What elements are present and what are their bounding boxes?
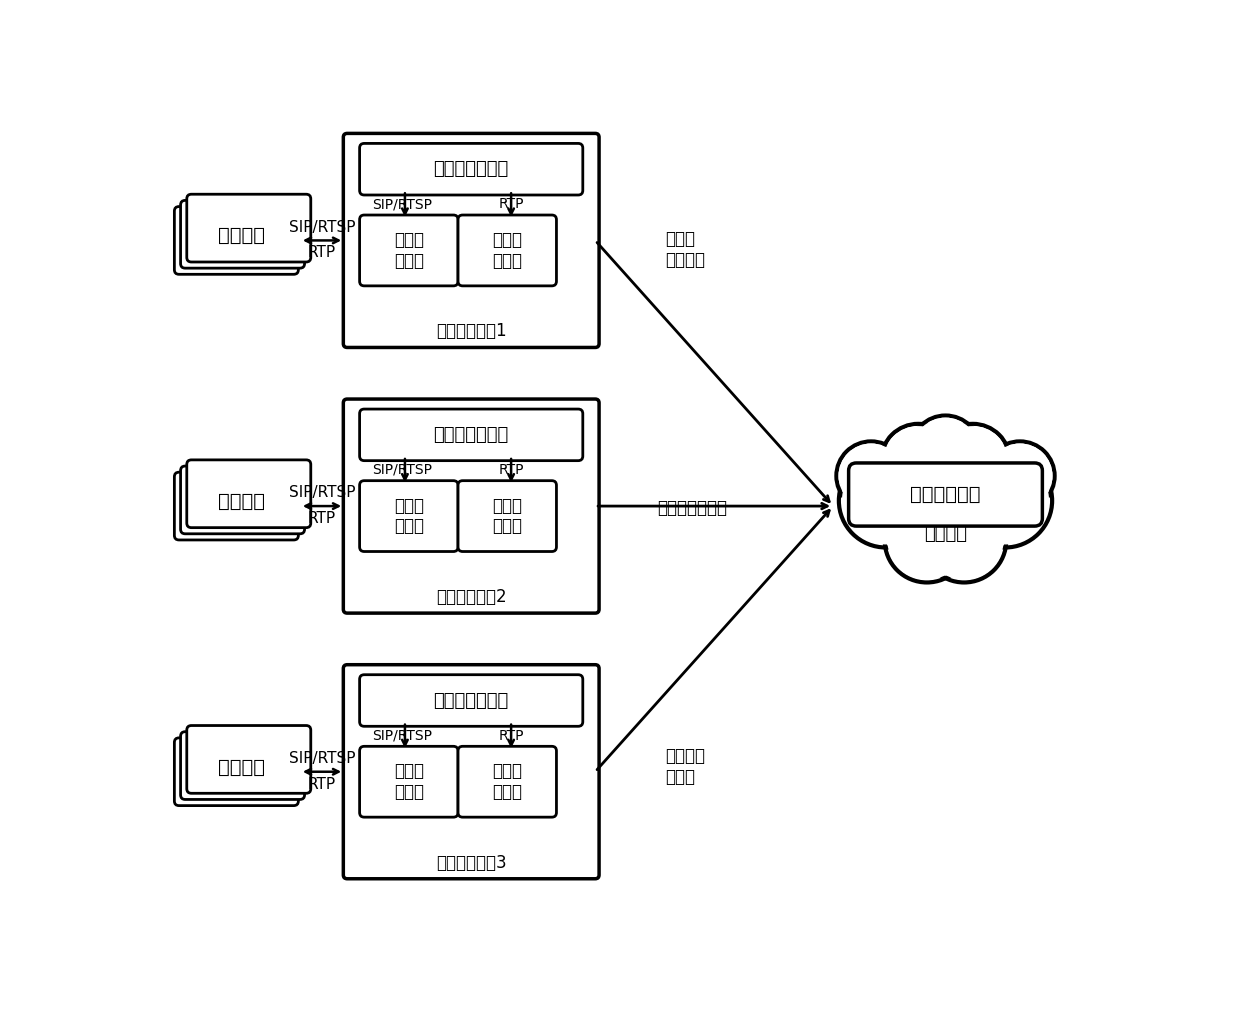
FancyBboxPatch shape: [175, 472, 299, 540]
Text: SIP/RTSP: SIP/RTSP: [372, 197, 433, 211]
FancyBboxPatch shape: [343, 399, 599, 613]
Circle shape: [914, 419, 977, 481]
Text: SIP/RTSP: SIP/RTSP: [372, 463, 433, 477]
Text: 终端设备: 终端设备: [218, 492, 265, 511]
Text: 用户面功能实体: 用户面功能实体: [434, 691, 508, 709]
FancyBboxPatch shape: [360, 675, 583, 726]
Text: 信令处
理模块: 信令处 理模块: [394, 496, 424, 536]
Text: SIP/RTSP: SIP/RTSP: [289, 751, 356, 766]
FancyBboxPatch shape: [175, 207, 299, 274]
Text: SIP/RTSP: SIP/RTSP: [289, 220, 356, 235]
FancyBboxPatch shape: [360, 480, 458, 552]
Circle shape: [935, 424, 1011, 497]
Circle shape: [880, 442, 1009, 570]
Text: 用户面功能实体: 用户面功能实体: [434, 426, 508, 444]
Text: 终端设备: 终端设备: [218, 226, 265, 245]
FancyBboxPatch shape: [343, 665, 599, 879]
Text: RTP: RTP: [308, 777, 336, 791]
Text: 信令处
理模块: 信令处 理模块: [394, 763, 424, 801]
Text: RTP: RTP: [498, 197, 523, 211]
Text: SIP/RTSP: SIP/RTSP: [372, 728, 433, 743]
Circle shape: [887, 447, 1004, 565]
Circle shape: [988, 444, 1052, 508]
Text: 信令处
理模块: 信令处 理模块: [394, 231, 424, 269]
Text: 用户面功能实体: 用户面功能实体: [434, 160, 508, 179]
Circle shape: [884, 498, 970, 582]
Text: 远端节点: 远端节点: [924, 525, 967, 543]
FancyBboxPatch shape: [360, 143, 583, 195]
Text: 边缘计算节点2: 边缘计算节点2: [436, 588, 506, 606]
Text: 媒体处
理模块: 媒体处 理模块: [492, 763, 522, 801]
Circle shape: [910, 416, 981, 484]
Circle shape: [836, 441, 905, 511]
FancyBboxPatch shape: [187, 194, 311, 262]
Circle shape: [939, 427, 1007, 494]
FancyBboxPatch shape: [175, 738, 299, 805]
Text: 结构化视频数据: 结构化视频数据: [657, 498, 728, 517]
Circle shape: [839, 444, 903, 508]
Text: 边缘计算节点3: 边缘计算节点3: [436, 854, 506, 872]
FancyBboxPatch shape: [181, 201, 305, 268]
Text: RTP: RTP: [498, 463, 523, 477]
Text: 边缘计算节点1: 边缘计算节点1: [436, 322, 506, 340]
FancyBboxPatch shape: [187, 725, 311, 793]
Text: SIP/RTSP: SIP/RTSP: [289, 485, 356, 500]
FancyBboxPatch shape: [458, 215, 557, 286]
Circle shape: [884, 427, 952, 494]
Circle shape: [888, 502, 966, 579]
Circle shape: [923, 498, 1007, 582]
Circle shape: [880, 424, 956, 497]
FancyBboxPatch shape: [458, 747, 557, 817]
Circle shape: [957, 454, 1052, 548]
Circle shape: [985, 441, 1054, 511]
Circle shape: [838, 454, 934, 548]
FancyBboxPatch shape: [360, 747, 458, 817]
FancyBboxPatch shape: [360, 409, 583, 461]
Text: RTP: RTP: [498, 728, 523, 743]
FancyBboxPatch shape: [848, 463, 1043, 526]
Circle shape: [925, 502, 1003, 579]
FancyBboxPatch shape: [187, 460, 311, 528]
Text: 终端设备: 终端设备: [218, 758, 265, 777]
Text: RTP: RTP: [308, 511, 336, 526]
Text: 媒体处
理模块: 媒体处 理模块: [492, 496, 522, 536]
Text: 媒体处
理模块: 媒体处 理模块: [492, 231, 522, 269]
Text: 结构化
视频数据: 结构化 视频数据: [665, 230, 706, 269]
FancyBboxPatch shape: [343, 133, 599, 347]
FancyBboxPatch shape: [181, 732, 305, 799]
Circle shape: [962, 458, 1048, 544]
FancyBboxPatch shape: [181, 466, 305, 534]
Circle shape: [843, 458, 929, 544]
Text: 结构化视
频数据: 结构化视 频数据: [665, 747, 706, 786]
Text: RTP: RTP: [308, 245, 336, 260]
Text: 数据处理模块: 数据处理模块: [910, 485, 981, 504]
FancyBboxPatch shape: [360, 215, 458, 286]
FancyBboxPatch shape: [458, 480, 557, 552]
